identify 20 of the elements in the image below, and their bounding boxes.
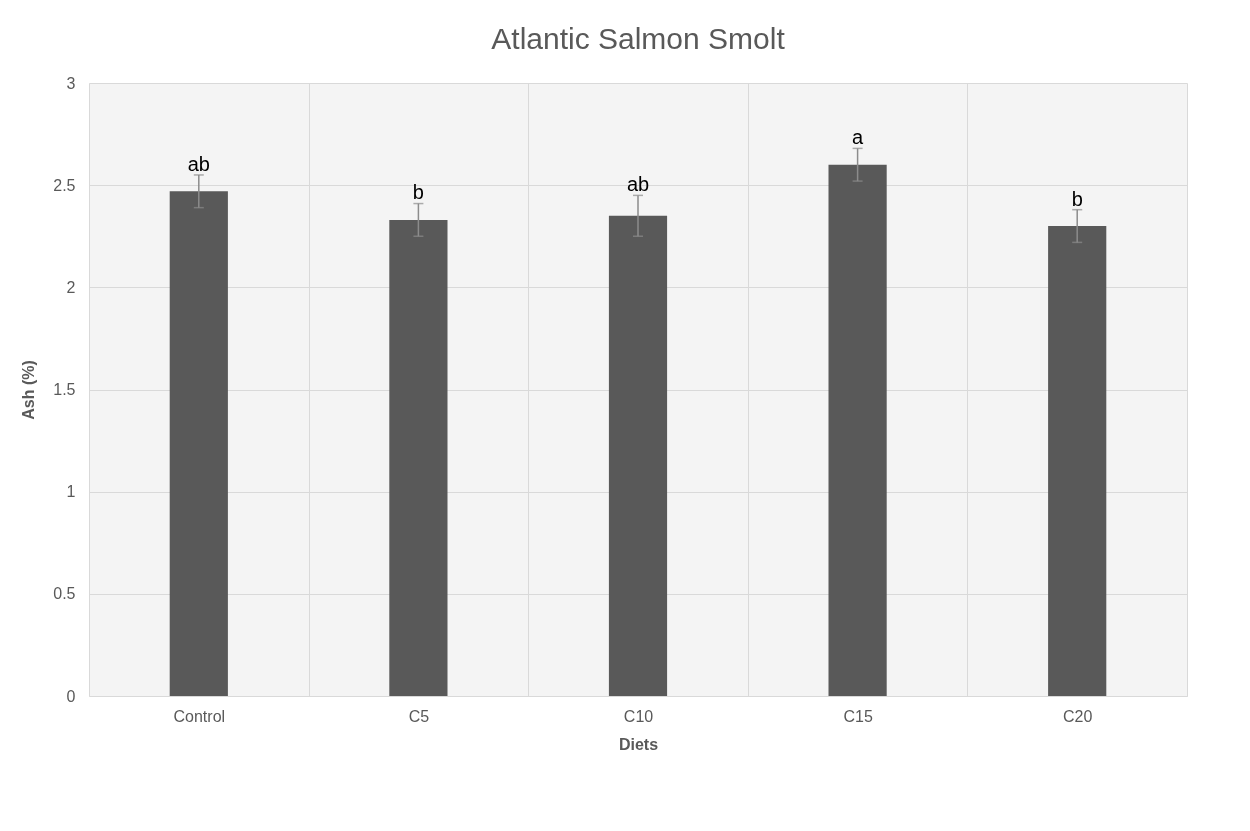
x-axis-title: Diets [618,735,659,753]
annotation: b [1071,187,1083,210]
y-tick-label: 2 [66,278,76,296]
x-tick-label: C10 [623,707,654,725]
x-tick-label: C20 [1063,707,1093,725]
annotation: ab [626,173,650,196]
y-tick-label: 3 [66,74,76,92]
y-tick-label: 1.5 [53,381,76,398]
annotation: b [412,181,424,204]
x-tick-label: Control [173,707,226,725]
y-tick-label: 0.5 [53,585,76,603]
y-tick-label: 1 [66,483,76,501]
y-tick-label: 2.5 [53,176,76,194]
x-tick-label: C15 [843,707,873,725]
y-axis-title: Ash (%) [20,360,38,420]
annotation: ab [187,152,210,175]
annotation: a [852,126,865,149]
chart-title: Atlantic Salmon Smolt [491,22,786,55]
y-tick-label: 0 [66,687,76,705]
x-tick-label: C5 [408,707,430,725]
